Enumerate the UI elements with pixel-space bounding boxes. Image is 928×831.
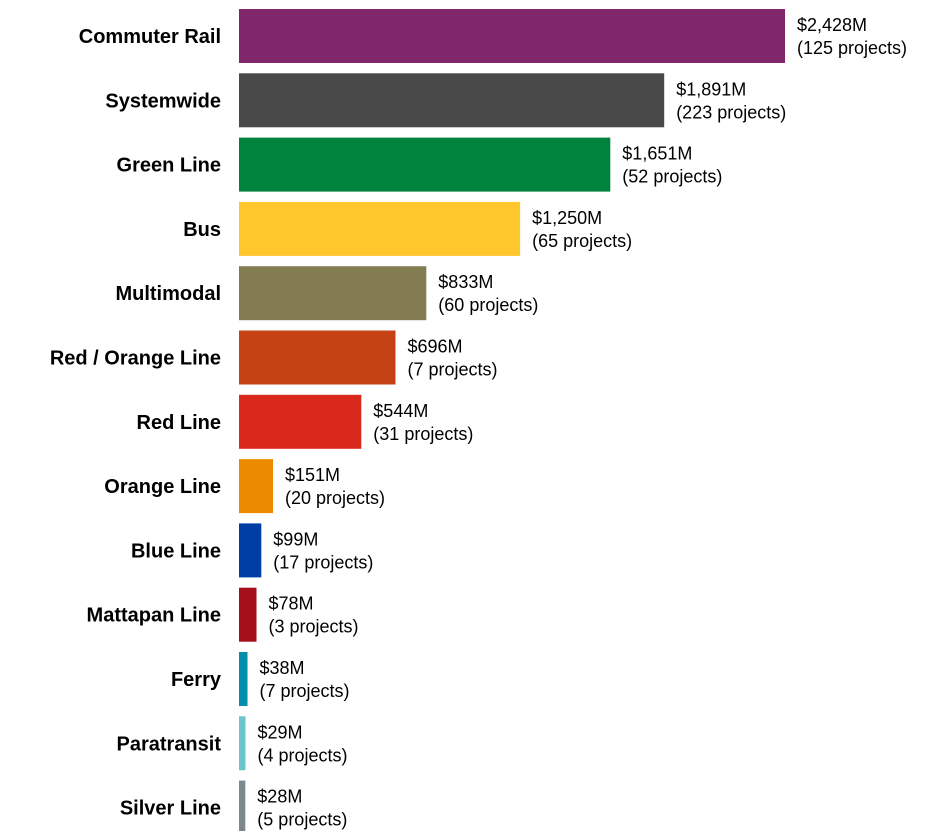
value-label-ferry: $38M xyxy=(260,658,305,678)
project-count-label-ferry: (7 projects) xyxy=(260,681,350,701)
value-label-orange-line: $151M xyxy=(285,465,340,485)
value-label-red-line: $544M xyxy=(373,401,428,421)
value-label-commuter-rail: $2,428M xyxy=(797,15,867,35)
value-label-mattapan-line: $78M xyxy=(269,594,314,614)
project-count-label-green-line: (52 projects) xyxy=(622,167,722,187)
project-count-label-commuter-rail: (125 projects) xyxy=(797,38,907,58)
bar-mattapan-line xyxy=(239,587,257,642)
project-count-label-systemwide: (223 projects) xyxy=(676,102,786,122)
project-count-label-red-orange-line: (7 projects) xyxy=(408,360,498,380)
bar-green-line xyxy=(239,137,611,192)
value-label-silver-line: $28M xyxy=(257,787,302,807)
value-label-multimodal: $833M xyxy=(438,272,493,292)
labels-layer: Commuter Rail $2,428M (125 projects) System… xyxy=(50,15,907,830)
project-count-label-bus: (65 projects) xyxy=(532,231,632,251)
bar-ferry xyxy=(239,652,248,706)
bar-commuter-rail xyxy=(239,9,785,63)
category-label-mattapan-line: Mattapan Line xyxy=(87,605,221,627)
category-label-red-orange-line: Red / Orange Line xyxy=(50,348,221,370)
project-count-label-blue-line: (17 projects) xyxy=(273,552,373,572)
project-count-label-paratransit: (4 projects) xyxy=(258,745,348,765)
bar-silver-line xyxy=(239,780,246,831)
bars-layer xyxy=(239,9,785,831)
bar-orange-line xyxy=(239,459,273,514)
bar-red-orange-line xyxy=(239,330,396,385)
category-label-blue-line: Blue Line xyxy=(131,540,221,562)
project-count-label-red-line: (31 projects) xyxy=(373,424,473,444)
value-label-systemwide: $1,891M xyxy=(676,79,746,99)
value-label-green-line: $1,651M xyxy=(622,144,692,164)
category-label-green-line: Green Line xyxy=(117,155,221,177)
value-label-red-orange-line: $696M xyxy=(408,337,463,357)
category-label-bus: Bus xyxy=(183,219,221,241)
project-count-label-multimodal: (60 projects) xyxy=(438,295,538,315)
bar-bus xyxy=(239,201,521,256)
bar-multimodal xyxy=(239,266,427,321)
value-label-bus: $1,250M xyxy=(532,208,602,228)
category-label-commuter-rail: Commuter Rail xyxy=(79,26,221,48)
category-label-orange-line: Orange Line xyxy=(104,476,221,498)
category-label-red-line: Red Line xyxy=(137,412,221,434)
category-label-multimodal: Multimodal xyxy=(115,283,221,305)
value-label-paratransit: $29M xyxy=(258,722,303,742)
bar-systemwide xyxy=(239,73,665,128)
bar-paratransit xyxy=(239,716,246,771)
bar-red-line xyxy=(239,394,362,449)
bar-blue-line xyxy=(239,523,262,578)
project-count-label-orange-line: (20 projects) xyxy=(285,488,385,508)
project-count-label-silver-line: (5 projects) xyxy=(257,810,347,830)
category-label-paratransit: Paratransit xyxy=(117,733,222,755)
category-label-systemwide: Systemwide xyxy=(105,90,221,112)
category-label-ferry: Ferry xyxy=(171,669,222,691)
project-count-label-mattapan-line: (3 projects) xyxy=(269,617,359,637)
category-label-silver-line: Silver Line xyxy=(120,798,221,820)
value-label-blue-line: $99M xyxy=(273,529,318,549)
